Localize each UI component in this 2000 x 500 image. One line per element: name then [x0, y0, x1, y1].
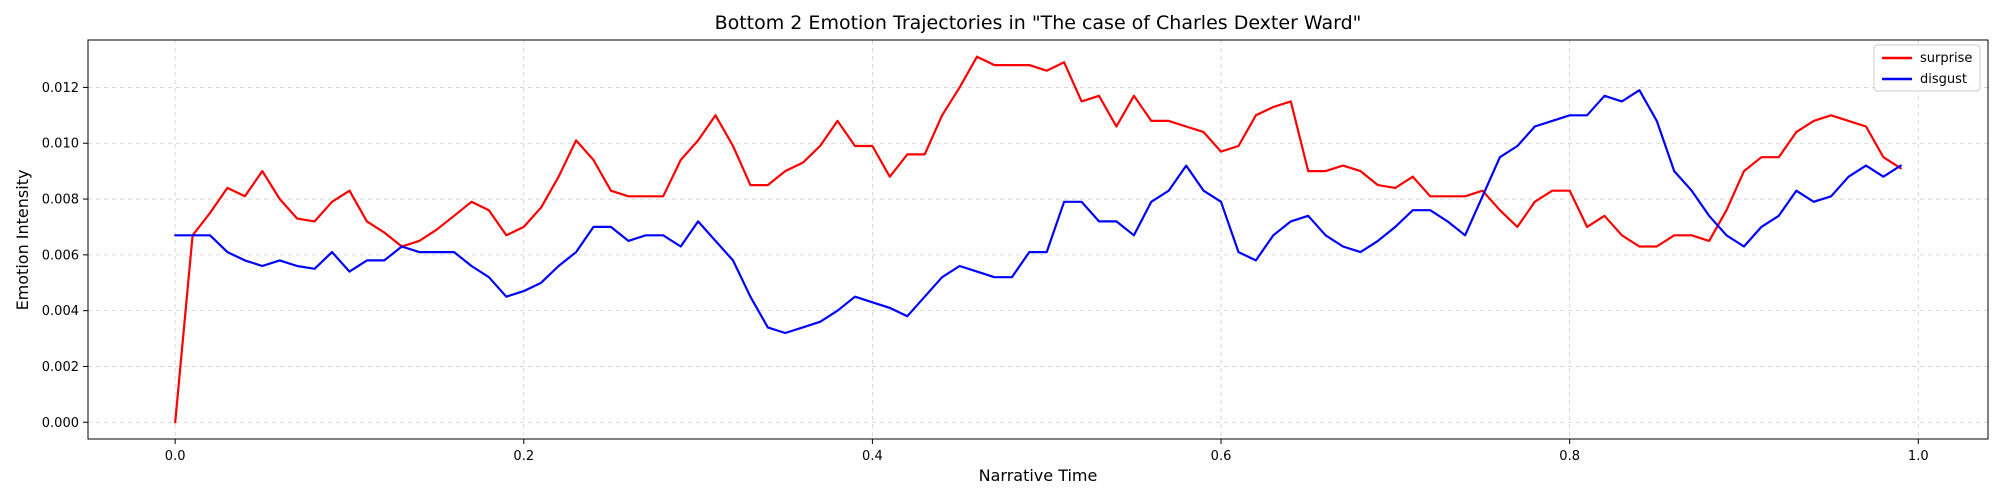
series-line-disgust [174, 89, 1902, 335]
legend: surprise disgust [1873, 44, 1981, 92]
x-tick-label: 0.0 [165, 449, 186, 464]
series-line-surprise [174, 55, 1902, 424]
x-tick-label: 0.6 [1211, 449, 1232, 464]
y-axis: 0.000 0.002 0.004 0.006 0.008 0.010 0.012 [42, 81, 88, 431]
plot-frame [87, 39, 1989, 440]
y-axis-label: Emotion Intensity [13, 170, 32, 311]
grid [88, 40, 1988, 439]
legend-label-surprise: surprise [1920, 51, 1972, 66]
x-axis: 0.0 0.2 0.4 0.6 0.8 1.0 [165, 439, 1929, 464]
y-tick-label: 0.000 [42, 416, 79, 431]
x-tick-label: 1.0 [1908, 449, 1929, 464]
y-tick-label: 0.002 [42, 360, 79, 375]
x-tick-label: 0.4 [862, 449, 883, 464]
y-tick-label: 0.008 [42, 193, 79, 208]
x-axis-label: Narrative Time [979, 466, 1098, 485]
y-tick-label: 0.004 [42, 304, 79, 319]
chart-title: Bottom 2 Emotion Trajectories in "The ca… [715, 12, 1362, 34]
y-tick-label: 0.010 [42, 137, 79, 152]
y-tick-label: 0.012 [42, 81, 79, 96]
x-tick-label: 0.2 [513, 449, 534, 464]
x-tick-label: 0.8 [1559, 449, 1580, 464]
y-tick-label: 0.006 [42, 248, 79, 263]
series-layer [174, 55, 1902, 424]
legend-label-disgust: disgust [1920, 72, 1967, 87]
